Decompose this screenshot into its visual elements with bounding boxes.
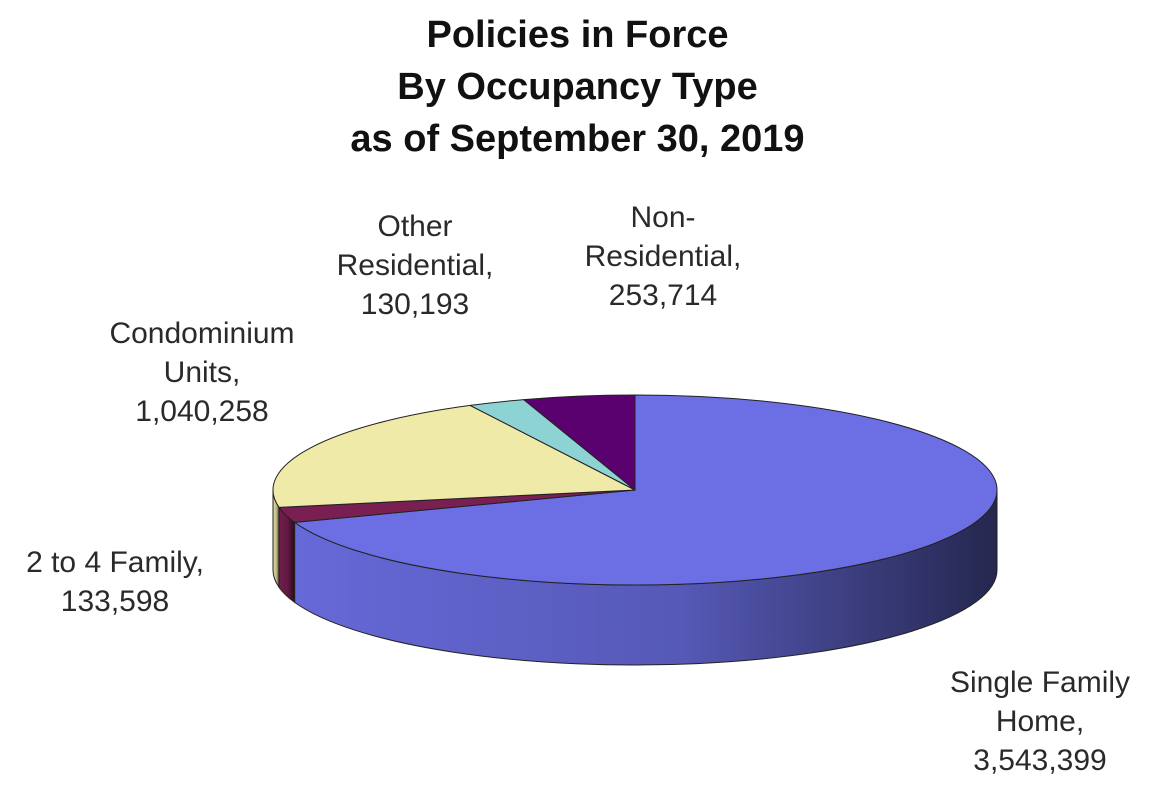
slice-label-line: 130,193 [360,288,470,321]
slice-label-condominium-units: Condominium Units, 1,040,258 [82,314,322,431]
slice-single-family-home [294,394,998,586]
chart-title-line-1: Policies in Force [426,14,729,56]
slice-label-line: Non- [630,201,696,234]
slice-label-line: Units, [163,356,241,389]
slice-label-single-family-home: Single Family Home, 3,543,399 [925,663,1155,780]
slice-label-line: Condominium [109,317,295,350]
slice-side-2-to-4-family [278,505,296,604]
slice-label-line: 253,714 [608,279,718,312]
slice-label-line: 1,040,258 [135,395,269,428]
slice-condominium-units [272,404,636,508]
slice-label-line: Residential, [584,240,742,273]
slice-non-residential [523,394,636,491]
slice-label-line: Single Family [949,666,1131,699]
chart-title-line-3: as of September 30, 2019 [350,118,805,160]
chart-title-line-2: By Occupancy Type [397,66,758,108]
slice-label-line: 133,598 [60,585,170,618]
slice-label-line: Residential, [336,249,494,282]
slice-label-non-residential: Non- Residential, 253,714 [568,198,758,315]
slice-label-line: 3,543,399 [973,744,1107,777]
slice-label-line: Other [377,210,453,243]
slice-label-2-to-4-family: 2 to 4 Family, 133,598 [0,543,230,621]
slice-label-line: 2 to 4 Family, [26,546,204,579]
slice-label-line: Home, [995,705,1085,738]
slice-label-other-residential: Other Residential, 130,193 [320,207,510,324]
